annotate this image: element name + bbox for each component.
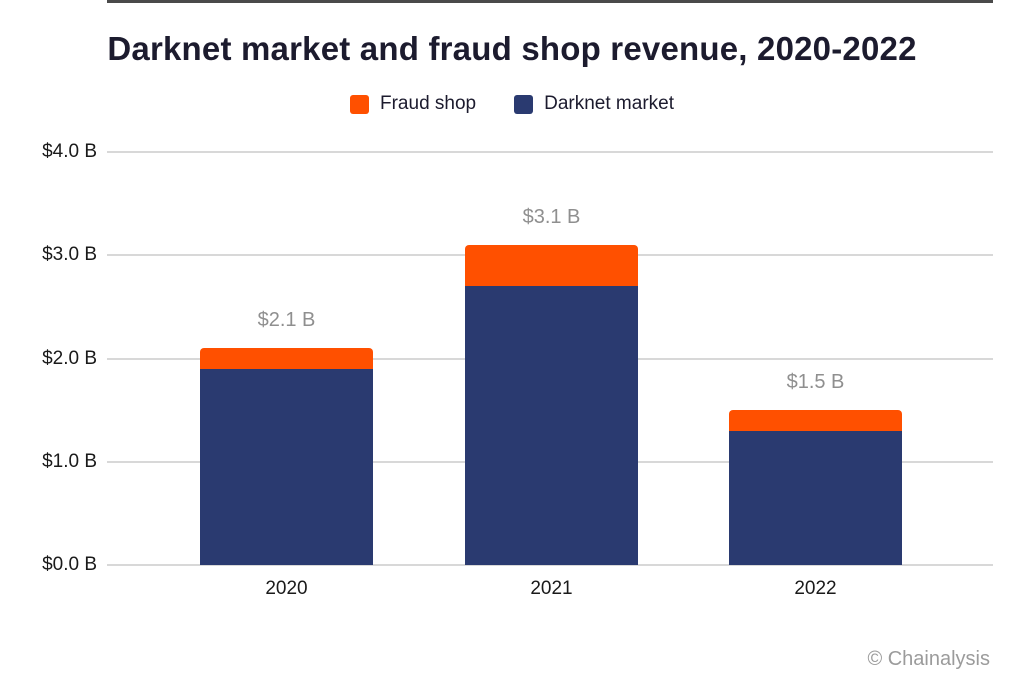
x-tick-label: 2020 <box>265 578 308 599</box>
bar-2022: $1.5 B 2022 <box>729 0 902 691</box>
x-axis-line <box>107 0 993 3</box>
y-tick-label: $4.0 B <box>42 141 97 162</box>
darknet-market-swatch <box>514 94 534 114</box>
y-tick-label: $0.0 B <box>42 554 97 575</box>
x-tick-label: 2022 <box>794 578 837 599</box>
bar-total-label: $1.5 B <box>786 371 845 394</box>
bar-2020: $2.1 B 2020 <box>200 0 373 691</box>
gridline <box>107 151 993 153</box>
y-tick-label: $2.0 B <box>42 347 97 369</box>
legend-item-darknet-market: Darknet market <box>514 93 674 115</box>
darknet-market-segment <box>729 430 902 565</box>
chart-title: Darknet market and fraud shop revenue, 2… <box>107 30 917 67</box>
x-tick-label: 2021 <box>530 578 573 599</box>
fraud-shop-segment <box>729 410 902 431</box>
chainalysis-watermark: © Chainalysis <box>867 648 990 670</box>
legend: Fraud shop Darknet market <box>0 93 1024 115</box>
bar-2021: $3.1 B 2021 <box>465 0 638 691</box>
legend-item-fraud-shop: Fraud shop <box>350 93 476 115</box>
legend-label: Darknet market <box>544 93 674 114</box>
fraud-shop-segment <box>465 244 638 287</box>
bar-total-label: $2.1 B <box>257 309 316 332</box>
y-tick-label: $1.0 B <box>42 450 97 472</box>
darknet-market-segment <box>465 286 638 565</box>
bar-total-label: $3.1 B <box>522 205 581 228</box>
fraud-shop-swatch <box>350 94 369 114</box>
fraud-shop-segment <box>200 348 373 369</box>
legend-label: Fraud shop <box>380 93 477 114</box>
y-tick-label: $3.0 B <box>42 244 97 266</box>
darknet-market-segment <box>200 368 373 565</box>
gridline <box>107 564 993 566</box>
